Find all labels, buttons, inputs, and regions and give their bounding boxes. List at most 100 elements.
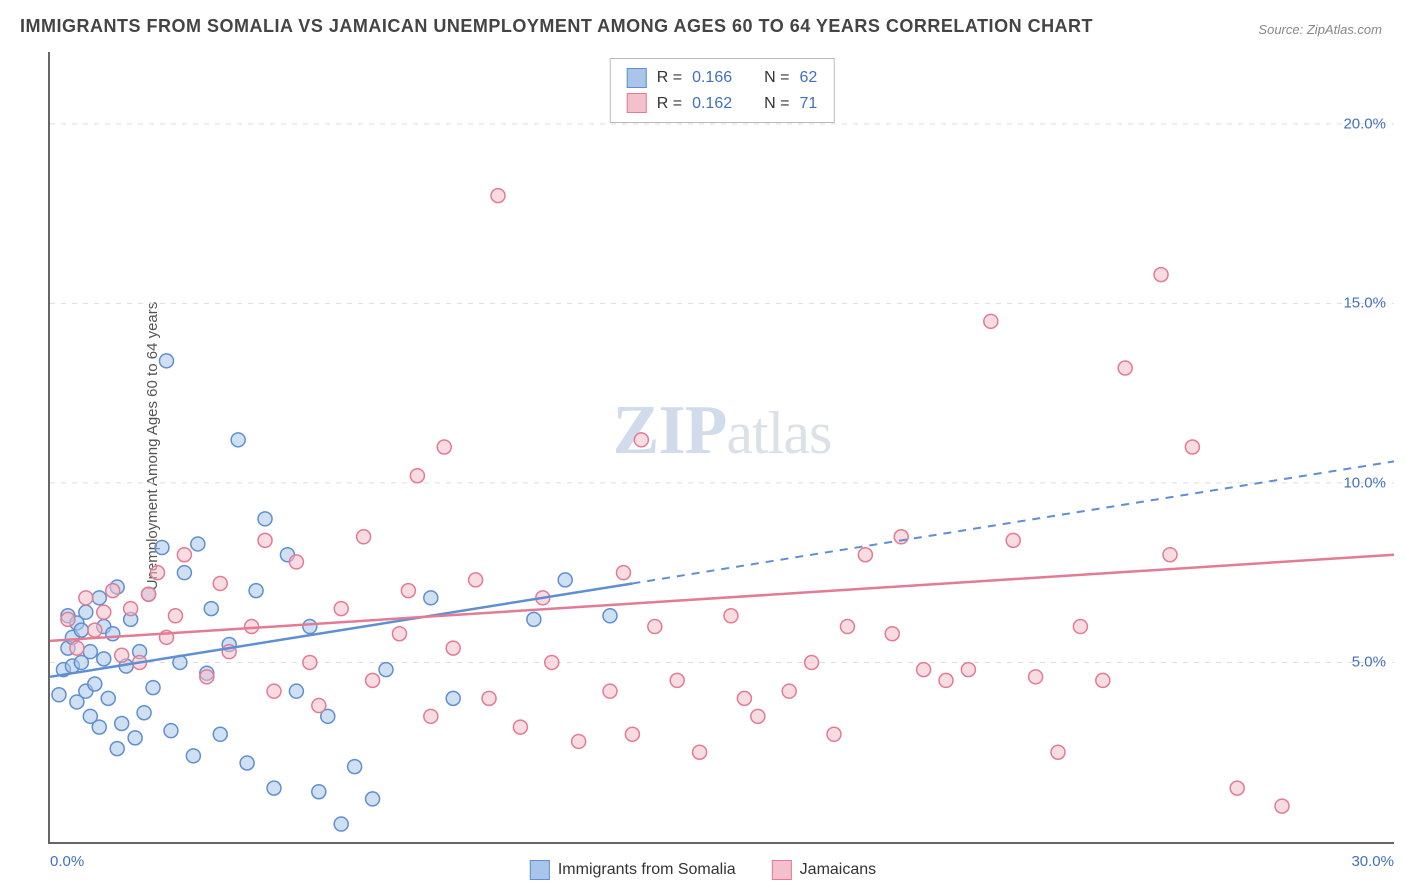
scatter-point <box>79 591 93 605</box>
scatter-point <box>61 612 75 626</box>
scatter-point <box>312 699 326 713</box>
scatter-point <box>1275 799 1289 813</box>
n-value-0: 62 <box>799 65 817 91</box>
r-value-1: 0.162 <box>692 91 732 117</box>
scatter-point <box>782 684 796 698</box>
scatter-point <box>437 440 451 454</box>
scatter-point <box>200 670 214 684</box>
scatter-point <box>249 584 263 598</box>
scatter-point <box>177 566 191 580</box>
scatter-point <box>634 433 648 447</box>
legend-swatch-1 <box>627 93 647 113</box>
scatter-point <box>289 555 303 569</box>
scatter-point <box>115 717 129 731</box>
scatter-point <box>366 673 380 687</box>
scatter-point <box>70 641 84 655</box>
scatter-point <box>424 709 438 723</box>
scatter-point <box>97 605 111 619</box>
scatter-point <box>146 681 160 695</box>
scatter-point <box>289 684 303 698</box>
source-attribution: Source: ZipAtlas.com <box>1258 22 1382 37</box>
scatter-point <box>106 627 120 641</box>
scatter-point <box>142 587 156 601</box>
scatter-point <box>258 533 272 547</box>
scatter-point <box>186 749 200 763</box>
scatter-point <box>572 734 586 748</box>
scatter-point <box>303 620 317 634</box>
scatter-point <box>159 354 173 368</box>
scatter-point <box>164 724 178 738</box>
scatter-point <box>1230 781 1244 795</box>
scatter-point <box>357 530 371 544</box>
scatter-point <box>97 652 111 666</box>
scatter-point <box>128 731 142 745</box>
scatter-point <box>827 727 841 741</box>
chart-title: IMMIGRANTS FROM SOMALIA VS JAMAICAN UNEM… <box>20 16 1093 37</box>
source-name: ZipAtlas.com <box>1307 22 1382 37</box>
legend-item-0: Immigrants from Somalia <box>530 860 736 880</box>
scatter-point <box>1096 673 1110 687</box>
scatter-point <box>724 609 738 623</box>
scatter-point <box>303 655 317 669</box>
scatter-point <box>79 605 93 619</box>
scatter-point <box>805 655 819 669</box>
scatter-point <box>482 691 496 705</box>
scatter-point <box>213 576 227 590</box>
scatter-point <box>392 627 406 641</box>
scatter-point <box>1118 361 1132 375</box>
scatter-point <box>616 566 630 580</box>
scatter-point <box>446 691 460 705</box>
scatter-point <box>424 591 438 605</box>
scatter-point <box>625 727 639 741</box>
scatter-point <box>168 609 182 623</box>
y-tick-label: 20.0% <box>1343 115 1386 132</box>
scatter-point <box>137 706 151 720</box>
scatter-point <box>1029 670 1043 684</box>
scatter-point <box>334 817 348 831</box>
scatter-point <box>469 573 483 587</box>
scatter-point <box>545 655 559 669</box>
scatter-point <box>258 512 272 526</box>
scatter-point <box>52 688 66 702</box>
scatter-point <box>155 541 169 555</box>
scatter-point <box>92 591 106 605</box>
scatter-point <box>737 691 751 705</box>
legend-row-series-0: R = 0.166 N = 62 <box>627 65 818 91</box>
scatter-point <box>648 620 662 634</box>
scatter-point <box>191 537 205 551</box>
scatter-point <box>693 745 707 759</box>
scatter-point <box>151 566 165 580</box>
scatter-point <box>88 623 102 637</box>
correlation-legend: R = 0.166 N = 62 R = 0.162 N = 71 <box>610 58 835 123</box>
scatter-point <box>101 691 115 705</box>
scatter-point <box>348 760 362 774</box>
legend-bottom-label-0: Immigrants from Somalia <box>558 861 736 879</box>
scatter-point <box>312 785 326 799</box>
plot-svg <box>50 52 1394 842</box>
trend-line-extrapolated <box>632 461 1394 583</box>
scatter-point <box>366 792 380 806</box>
legend-bottom-swatch-1 <box>772 860 792 880</box>
scatter-point <box>110 742 124 756</box>
scatter-point <box>379 663 393 677</box>
scatter-point <box>124 602 138 616</box>
n-label-0: N = <box>764 65 789 91</box>
legend-swatch-0 <box>627 68 647 88</box>
legend-bottom-swatch-0 <box>530 860 550 880</box>
scatter-point <box>106 584 120 598</box>
r-value-0: 0.166 <box>692 65 732 91</box>
scatter-point <box>858 548 872 562</box>
scatter-point <box>1185 440 1199 454</box>
plot-area: ZIPatlas R = 0.166 N = 62 R = 0.162 N = … <box>48 52 1394 844</box>
scatter-point <box>204 602 218 616</box>
scatter-point <box>885 627 899 641</box>
scatter-point <box>240 756 254 770</box>
legend-bottom-label-1: Jamaicans <box>800 861 876 879</box>
scatter-point <box>74 623 88 637</box>
scatter-point <box>917 663 931 677</box>
r-label-1: R = <box>657 91 682 117</box>
scatter-point <box>401 584 415 598</box>
scatter-point <box>840 620 854 634</box>
scatter-point <box>1073 620 1087 634</box>
scatter-point <box>527 612 541 626</box>
